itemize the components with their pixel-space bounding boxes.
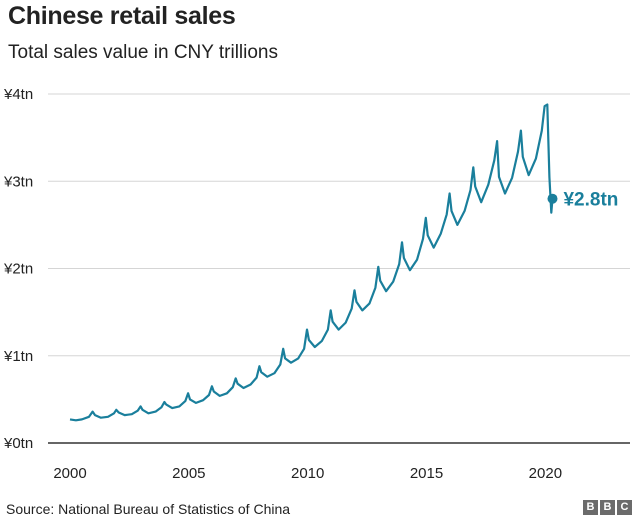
x-tick-label: 2020: [529, 465, 562, 482]
latest-value-label: ¥2.8tn: [563, 190, 618, 211]
x-tick-label: 2010: [291, 465, 324, 482]
y-tick-label: ¥2tn: [3, 261, 33, 278]
source-note: Source: National Bureau of Statistics of…: [6, 501, 291, 517]
chart-title: Chinese retail sales: [8, 2, 236, 30]
gridlines: [48, 93, 630, 444]
chart-subtitle: Total sales value in CNY trillions: [8, 42, 278, 63]
y-tick-label: ¥3tn: [3, 173, 33, 190]
retail-sales-line: [69, 103, 554, 422]
y-tick-label: ¥4tn: [3, 86, 33, 103]
y-tick-label: ¥0tn: [3, 435, 33, 452]
y-tick-label: ¥1tn: [3, 348, 33, 365]
y-axis-tick-labels: ¥0tn ¥1tn ¥2tn ¥3tn ¥4tn: [3, 86, 33, 452]
x-tick-label: 2000: [53, 465, 86, 482]
x-tick-label: 2015: [410, 465, 443, 482]
x-axis-tick-labels: 2000 2005 2010 2015 2020: [53, 465, 562, 482]
brand-logo-letter: B: [583, 500, 598, 515]
x-tick-label: 2005: [172, 465, 205, 482]
brand-logo-letter: B: [600, 500, 615, 515]
brand-logo-letter: C: [617, 500, 632, 515]
latest-value-point: [547, 193, 558, 204]
brand-logo: B B C: [583, 500, 632, 515]
